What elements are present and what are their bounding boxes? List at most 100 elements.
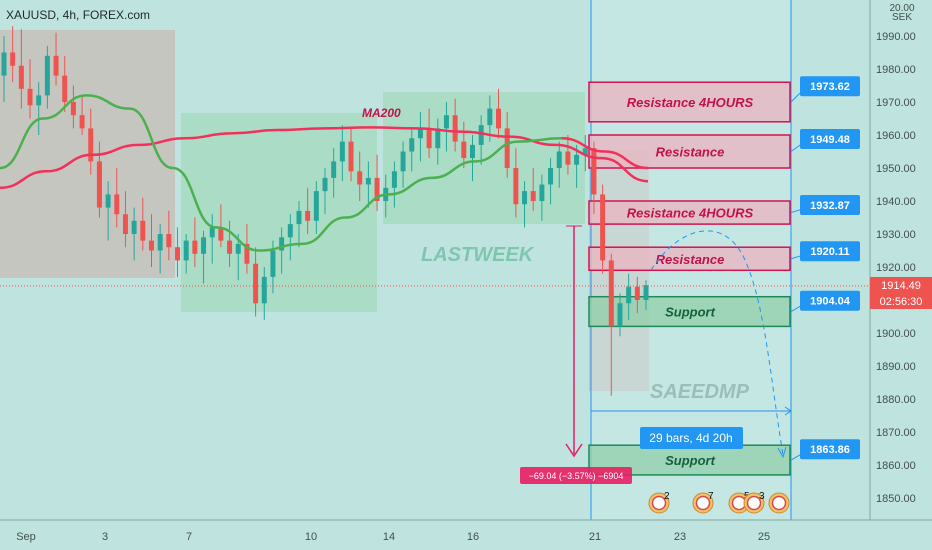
- candle-body: [158, 234, 163, 251]
- candle-body: [427, 128, 432, 148]
- candle-body: [401, 152, 406, 172]
- candle-body: [548, 168, 553, 185]
- candle-body: [340, 142, 345, 162]
- candle-body: [479, 125, 484, 145]
- time-tick-label: 23: [674, 531, 686, 543]
- candle-body: [600, 194, 605, 260]
- candle-body: [531, 191, 536, 201]
- candle-body: [418, 128, 423, 138]
- candle-body: [192, 241, 197, 254]
- time-tick-label: 25: [758, 531, 770, 543]
- candle-body: [149, 241, 154, 251]
- price-tick-label: 1850.00: [876, 493, 916, 505]
- time-tick-label: 7: [186, 531, 192, 543]
- watermark-label: SAEEDMP: [650, 381, 750, 403]
- candle-body: [19, 66, 24, 89]
- event-count: 3: [759, 491, 765, 502]
- candle-body: [288, 224, 293, 237]
- callout-value: 1932.87: [810, 200, 850, 212]
- candle-body: [296, 211, 301, 224]
- price-tick-label: 1970.00: [876, 97, 916, 109]
- candle-body: [305, 211, 310, 221]
- zone-label: Support: [665, 305, 715, 320]
- candle-body: [54, 56, 59, 76]
- candle-body: [392, 171, 397, 188]
- price-tick-label: 1980.00: [876, 64, 916, 76]
- candle-body: [574, 155, 579, 165]
- zone-label: Support: [665, 453, 715, 468]
- box-week-two: [181, 113, 377, 312]
- candle-body: [314, 191, 319, 221]
- time-tick-label: 3: [102, 531, 108, 543]
- candle-body: [505, 128, 510, 168]
- candle-body: [166, 234, 171, 247]
- candle-body: [175, 247, 180, 260]
- candle-body: [88, 128, 93, 161]
- candle-body: [349, 142, 354, 172]
- time-tick-label: 16: [467, 531, 479, 543]
- candle-body: [453, 115, 458, 141]
- event-marker[interactable]: [769, 493, 789, 513]
- candle-body: [123, 214, 128, 234]
- price-tick-label: 1860.00: [876, 460, 916, 472]
- price-tick-label: 1950.00: [876, 163, 916, 175]
- price-tick-label: 1900.00: [876, 328, 916, 340]
- zone-label: Resistance: [656, 252, 725, 267]
- candle-body: [184, 241, 189, 261]
- time-tick-label: 21: [589, 531, 601, 543]
- candle-body: [461, 142, 466, 159]
- price-ticks: 1850.001860.001870.001880.001890.001900.…: [876, 31, 916, 505]
- chart-title: XAUUSD, 4h, FOREX.com: [6, 8, 150, 22]
- candle-body: [470, 145, 475, 158]
- callout-value: 1973.62: [810, 81, 850, 93]
- candle-body: [626, 287, 631, 304]
- time-axis[interactable]: Sep 3 7 10 14 16 21 23 25: [0, 520, 932, 550]
- candle-body: [565, 152, 570, 165]
- event-count: 7: [708, 491, 714, 502]
- flag-icon-inner: [773, 497, 786, 510]
- price-axis-bg: [870, 0, 932, 520]
- candle-body: [71, 102, 76, 115]
- candle-body: [357, 171, 362, 184]
- candle-body: [45, 56, 50, 96]
- candle-body: [617, 303, 622, 326]
- candle-body: [513, 168, 518, 204]
- candle-body: [210, 227, 215, 237]
- candle-body: [2, 53, 7, 76]
- price-tick-label: 1880.00: [876, 394, 916, 406]
- candle-body: [435, 128, 440, 148]
- candle-body: [644, 285, 649, 300]
- candle-body: [591, 148, 596, 194]
- callout-value: 1904.04: [810, 296, 851, 308]
- candle-body: [609, 260, 614, 326]
- callout-value: 1920.11: [810, 246, 849, 258]
- candle-body: [28, 89, 33, 106]
- candle-body: [114, 194, 119, 214]
- price-axis[interactable]: 20.00 SEK 1850.001860.001870.001880.0018…: [870, 0, 932, 520]
- candle-body: [62, 76, 67, 102]
- candle-body: [36, 95, 41, 105]
- measure-label: −69.04 (−3.57%) −6904: [529, 471, 624, 481]
- candle-body: [262, 277, 267, 303]
- callout-value: 1949.48: [810, 134, 850, 146]
- candle-body: [522, 191, 527, 204]
- zone-label: Resistance: [656, 145, 725, 160]
- candle-body: [444, 115, 449, 128]
- candle-body: [10, 53, 15, 66]
- price-tick-label: 1920.00: [876, 262, 916, 274]
- candle-body: [253, 264, 258, 304]
- price-tick-label: 1940.00: [876, 196, 916, 208]
- candle-body: [409, 138, 414, 151]
- last-price-value: 1914.49: [881, 280, 921, 292]
- candle-body: [80, 115, 85, 128]
- currency-line-2: SEK: [892, 12, 912, 23]
- candle-body: [323, 178, 328, 191]
- bars-label: 29 bars, 4d 20h: [649, 431, 732, 445]
- candle-body: [496, 109, 501, 129]
- candle-body: [236, 244, 241, 254]
- lastweek-label: LASTWEEK: [421, 244, 535, 266]
- price-tick-label: 1870.00: [876, 427, 916, 439]
- candle-body: [140, 221, 145, 241]
- ma200-label: MA200: [362, 106, 401, 120]
